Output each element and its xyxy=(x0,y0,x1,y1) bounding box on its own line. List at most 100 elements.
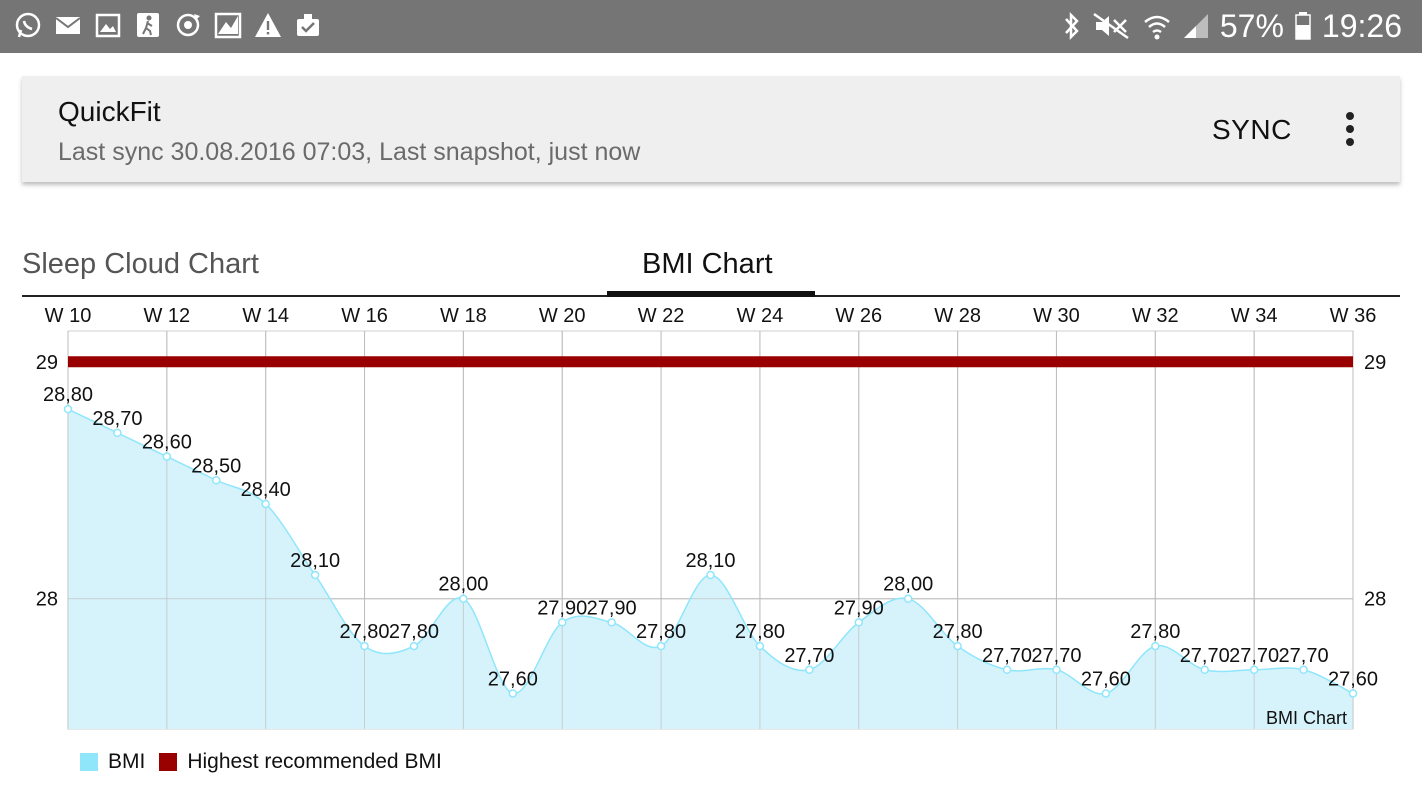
bmi-area xyxy=(68,409,1353,729)
last-sync-subtitle: Last sync 30.08.2016 07:03, Last snapsho… xyxy=(58,138,641,166)
bmi-data-label: 27,90 xyxy=(537,597,587,619)
bmi-point xyxy=(1299,665,1308,675)
bmi-data-label: 27,80 xyxy=(340,621,390,643)
x-tick-label: W 20 xyxy=(539,305,586,327)
bmi-data-label: 28,10 xyxy=(290,550,340,572)
clock: 19:26 xyxy=(1321,7,1402,44)
bmi-point xyxy=(310,570,320,580)
bmi-data-label: 27,60 xyxy=(1328,668,1378,690)
bmi-point xyxy=(508,689,518,698)
mail-icon xyxy=(55,17,81,34)
y-tick-label-left: 29 xyxy=(36,352,58,374)
bmi-data-label: 28,80 xyxy=(43,384,93,406)
bmi-point xyxy=(656,641,666,651)
bmi-point xyxy=(953,641,962,651)
chart-legend: BMI Highest recommended BMI xyxy=(80,748,456,776)
whatsapp-icon xyxy=(15,12,41,38)
y-tick-label-right: 28 xyxy=(1364,589,1386,611)
x-tick-label: W 30 xyxy=(1033,305,1080,327)
walking-icon xyxy=(137,13,159,37)
bmi-data-label: 27,60 xyxy=(1081,668,1131,690)
x-tick-label: W 28 xyxy=(934,305,981,327)
notification-icons xyxy=(14,10,322,40)
y-tick-label-right: 29 xyxy=(1364,352,1386,374)
image-icon xyxy=(95,13,121,38)
screenshot-icon xyxy=(214,12,242,39)
bmi-data-label: 28,00 xyxy=(883,574,933,596)
bmi-point xyxy=(1101,689,1111,698)
app-bar: QuickFit Last sync 30.08.2016 07:03, Las… xyxy=(22,76,1400,182)
bmi-point xyxy=(409,641,419,651)
bmi-point xyxy=(903,594,913,603)
x-tick-label: W 22 xyxy=(638,305,685,327)
bmi-data-label: 27,80 xyxy=(1130,621,1180,643)
bmi-data-label: 27,70 xyxy=(982,645,1032,667)
bmi-chart: W 10 W 12 W 14 W 16 W 18 W 20 W 22 W 24 W 26 W 28… xyxy=(36,305,1386,730)
legend-label-highest: Highest recommended BMI xyxy=(187,750,442,773)
bmi-point xyxy=(607,618,616,627)
mute-icon xyxy=(1093,12,1129,40)
x-tick-label: W 16 xyxy=(341,305,388,327)
bmi-data-label: 28,50 xyxy=(191,455,241,477)
x-tick-label: W 14 xyxy=(242,305,289,327)
bmi-point xyxy=(1348,689,1358,698)
bmi-data-label: 27,90 xyxy=(587,597,637,619)
x-tick-label: W 36 xyxy=(1330,305,1377,327)
x-tick-label: W 32 xyxy=(1132,305,1179,327)
x-tick-label: W 34 xyxy=(1231,305,1278,327)
bmi-data-label: 27,80 xyxy=(636,621,686,643)
wifi-icon xyxy=(1144,15,1170,40)
bluetooth-icon xyxy=(1064,11,1079,41)
tab-sleep-cloud-chart[interactable]: Sleep Cloud Chart xyxy=(22,248,259,280)
battery-icon xyxy=(1295,12,1311,40)
clipboard-check-icon xyxy=(297,14,319,36)
bmi-point xyxy=(1200,665,1209,675)
status-bar: 57% 19:26 xyxy=(0,0,1422,53)
tab-bmi-chart[interactable]: BMI Chart xyxy=(642,248,773,280)
bmi-point xyxy=(63,404,73,414)
bmi-point xyxy=(360,641,369,651)
tab-selected-indicator xyxy=(607,291,815,297)
bmi-point xyxy=(755,641,765,651)
bmi-data-label: 27,70 xyxy=(1279,645,1329,667)
battery-percent: 57% xyxy=(1219,7,1284,44)
bmi-data-label: 28,40 xyxy=(241,479,291,501)
bmi-data-label: 27,70 xyxy=(1180,645,1230,667)
bmi-data-label: 27,70 xyxy=(784,645,834,667)
chart-description-label: BMI Chart xyxy=(1266,708,1347,728)
bmi-point xyxy=(1002,665,1012,675)
bmi-data-label: 27,60 xyxy=(488,668,538,690)
bmi-data-label: 27,70 xyxy=(1229,645,1279,667)
x-tick-label: W 10 xyxy=(45,305,92,327)
x-tick-label: W 12 xyxy=(144,305,191,327)
bmi-point xyxy=(459,594,468,603)
bmi-data-label: 28,10 xyxy=(685,550,735,572)
x-tick-label: W 18 xyxy=(440,305,487,327)
sync-icon xyxy=(176,13,200,37)
bmi-data-label: 27,80 xyxy=(735,621,785,643)
bmi-point xyxy=(212,476,221,485)
overflow-menu-icon[interactable] xyxy=(1338,110,1362,150)
bmi-data-label: 28,60 xyxy=(142,432,192,454)
legend-swatch-highest xyxy=(159,753,178,771)
bmi-point xyxy=(162,452,172,461)
bmi-data-label: 28,70 xyxy=(92,408,142,430)
system-status: 57% 19:26 xyxy=(1062,6,1402,46)
legend-swatch-bmi xyxy=(80,753,98,771)
bmi-data-label: 28,00 xyxy=(438,574,488,596)
bmi-data-label: 27,80 xyxy=(933,621,983,643)
bmi-point xyxy=(805,665,814,675)
y-tick-label-left: 28 xyxy=(36,589,58,611)
bmi-point xyxy=(1052,665,1061,675)
bmi-point xyxy=(261,499,270,509)
x-tick-label: W 24 xyxy=(737,305,784,327)
bmi-point xyxy=(1151,641,1160,651)
bmi-data-label: 27,70 xyxy=(1031,645,1081,667)
bmi-point xyxy=(113,428,122,438)
sync-button[interactable]: SYNC xyxy=(1212,114,1292,145)
legend-label-bmi: BMI xyxy=(108,750,146,773)
bmi-point xyxy=(1249,665,1259,675)
x-tick-label: W 26 xyxy=(835,305,882,327)
signal-icon xyxy=(1183,14,1208,38)
bmi-data-label: 27,90 xyxy=(834,597,884,619)
